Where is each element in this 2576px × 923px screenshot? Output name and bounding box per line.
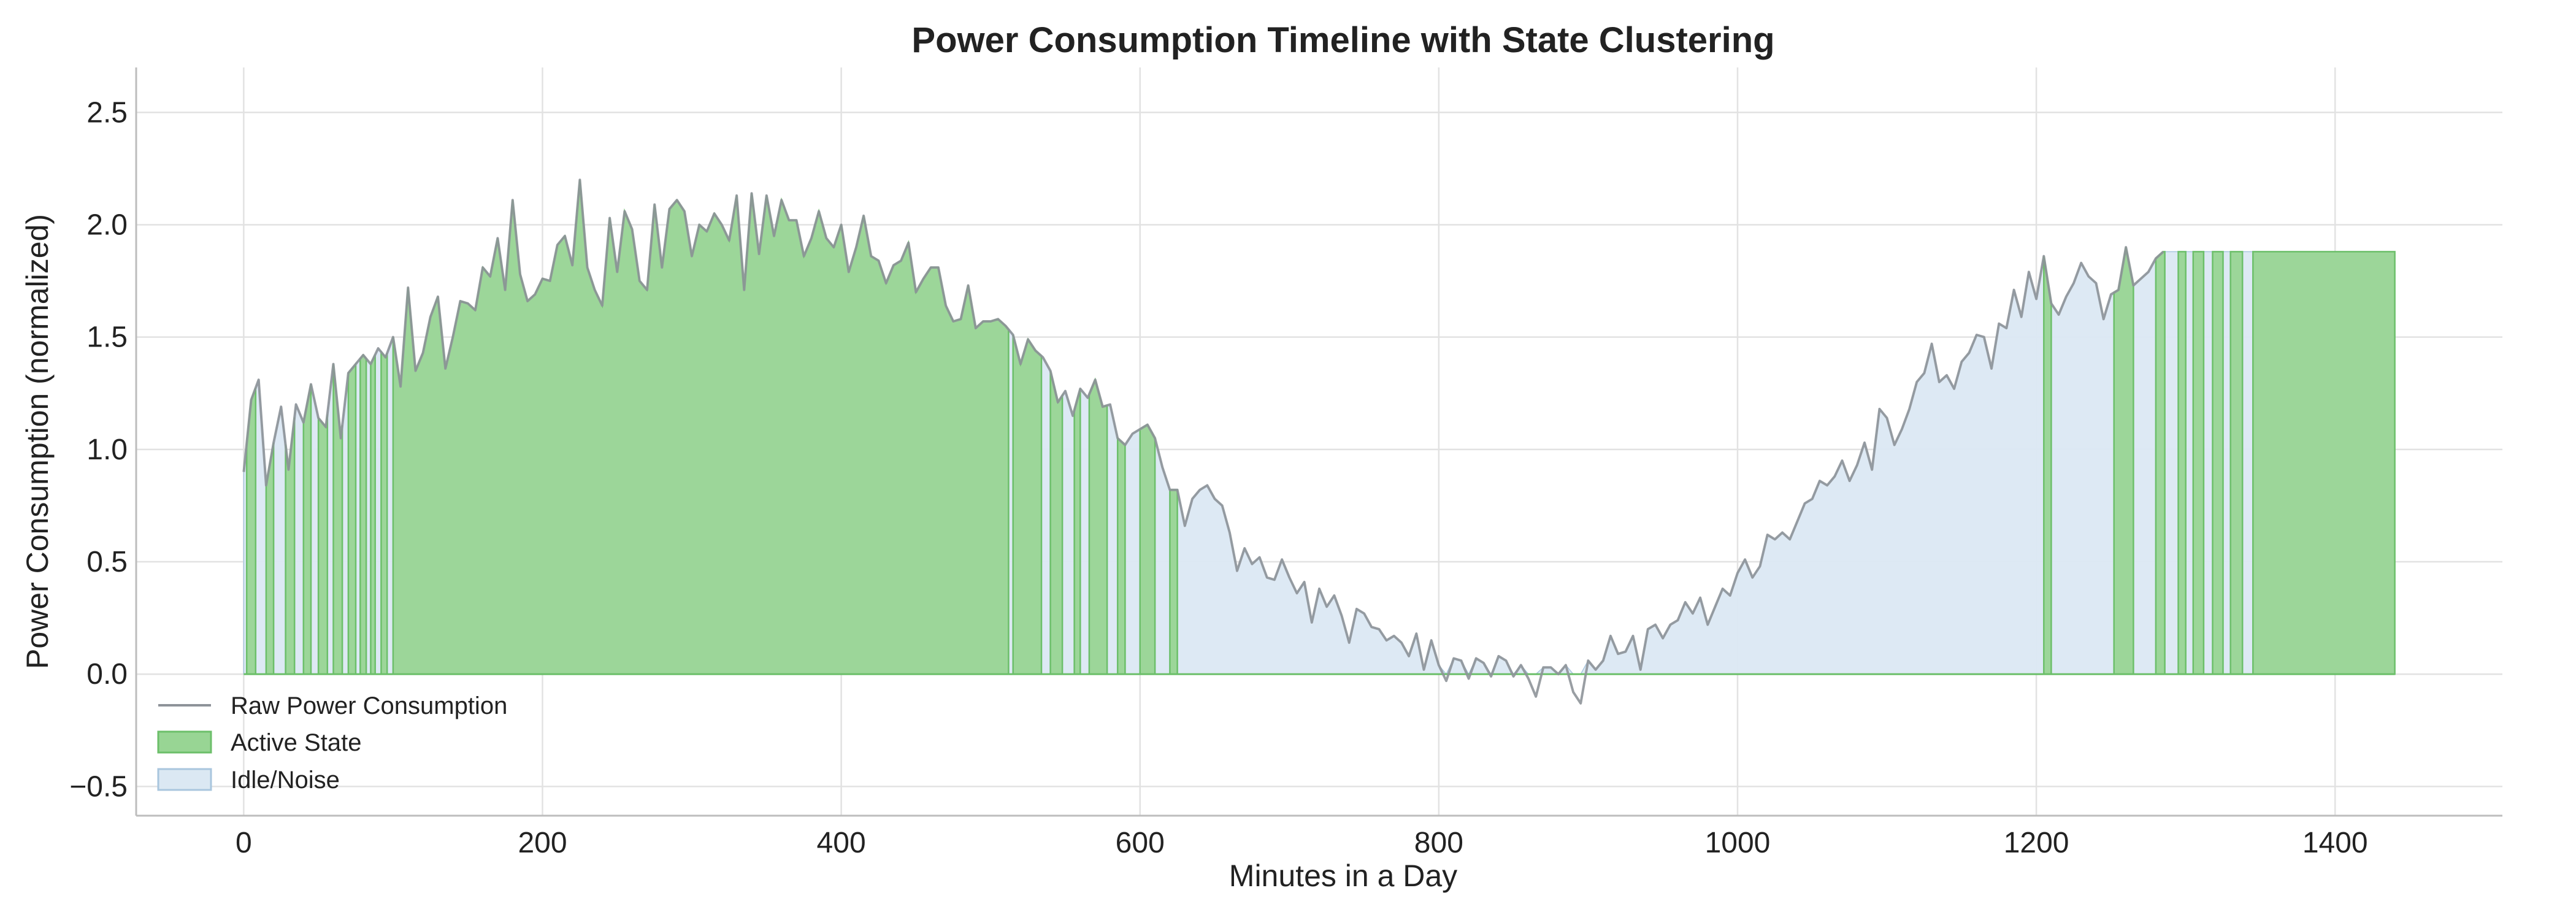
x-tick-label: 1000: [1705, 827, 1771, 859]
legend-patch-idle: [157, 768, 212, 791]
y-tick-label: 1.0: [86, 434, 128, 466]
active-state-region: [392, 180, 1010, 675]
active-state-region: [380, 350, 388, 675]
x-tick-label: 1400: [2302, 827, 2368, 859]
x-tick-label: 1200: [2004, 827, 2069, 859]
y-tick-label: −0.5: [69, 770, 128, 803]
active-state-region: [1169, 489, 1178, 675]
x-tick-label: 800: [1414, 827, 1463, 859]
active-state-region: [1049, 370, 1064, 675]
y-tick-label: 0.5: [86, 546, 128, 578]
active-state-region: [2155, 251, 2166, 675]
active-state-region: [1116, 436, 1126, 675]
legend-item-raw-power: Raw Power Consumption: [158, 692, 507, 719]
y-tick-label: 2.0: [86, 209, 128, 241]
legend-label-raw-power: Raw Power Consumption: [231, 692, 507, 719]
active-state-region: [2229, 251, 2244, 675]
active-state-region: [2113, 247, 2134, 675]
active-state-region: [370, 354, 376, 675]
legend-item-idle-noise: Idle/Noise: [157, 767, 340, 794]
active-state-region: [1073, 388, 1081, 675]
legend-label-idle-noise: Idle/Noise: [231, 767, 340, 794]
active-state-region: [347, 362, 357, 675]
y-tick-label: 2.5: [86, 96, 128, 129]
active-state-region: [2177, 251, 2187, 675]
active-state-region: [2252, 251, 2396, 675]
axis-spines: [135, 67, 2502, 817]
legend: Raw Power Consumption Active State Idle/…: [157, 692, 507, 794]
active-state-region: [317, 414, 329, 675]
active-state-region: [2043, 256, 2052, 675]
legend-patch-active: [157, 730, 212, 754]
plot-area: [242, 178, 2396, 705]
y-axis-label: Power Consumption (normalized): [20, 214, 55, 669]
active-state-region: [2212, 251, 2224, 675]
x-axis-ticks: 0 200 400 600 800 1000 1200 1400: [236, 827, 2368, 859]
legend-item-active-state: Active State: [157, 729, 361, 756]
y-axis-ticks: −0.5 0.0 0.5 1.0 1.5 2.0 2.5: [69, 96, 128, 803]
active-state-region: [1139, 423, 1156, 675]
x-axis-label: Minutes in a Day: [1229, 859, 1457, 893]
active-state-region: [1088, 377, 1108, 675]
chart-title: Power Consumption Timeline with State Cl…: [911, 20, 1774, 60]
active-state-region: [359, 353, 367, 675]
active-state-region: [1012, 334, 1043, 675]
legend-label-active-state: Active State: [231, 729, 361, 756]
y-tick-label: 0.0: [86, 658, 128, 691]
raw-power-line: [242, 178, 2164, 705]
x-tick-label: 400: [817, 827, 866, 859]
active-state-region: [2192, 251, 2205, 675]
x-tick-label: 0: [236, 827, 252, 859]
active-state-region: [302, 384, 312, 675]
y-tick-label: 1.5: [86, 321, 128, 354]
x-tick-label: 600: [1116, 827, 1165, 859]
x-tick-label: 200: [518, 827, 567, 859]
